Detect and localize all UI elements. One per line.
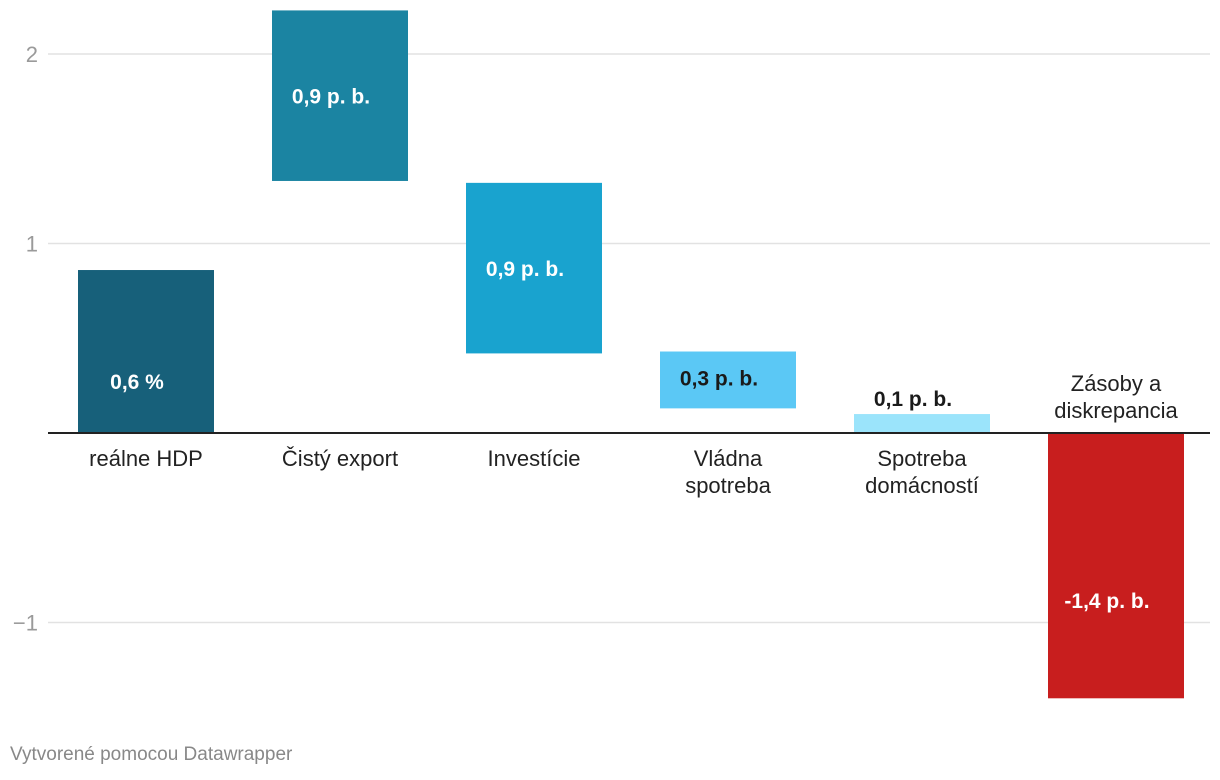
footer-credit: Vytvorené pomocou Datawrapper: [10, 744, 293, 765]
bar: [1048, 433, 1184, 699]
bar: [272, 10, 408, 181]
category-label: Čistý export: [282, 446, 398, 471]
category-label: spotreba: [685, 473, 771, 498]
bar: [854, 414, 990, 433]
data-label: 0,6 %: [110, 371, 164, 394]
data-label: 0,3 p. b.: [680, 368, 758, 391]
y-tick-label: 1: [26, 232, 38, 257]
category-label: Zásoby a: [1071, 371, 1162, 396]
y-tick-label: 2: [26, 42, 38, 67]
category-label: reálne HDP: [89, 446, 203, 471]
bar: [78, 270, 214, 433]
bar: [466, 182, 602, 354]
data-label: 0,9 p. b.: [486, 258, 564, 281]
data-label: -1,4 p. b.: [1064, 590, 1149, 613]
bar: [660, 351, 796, 409]
data-label: 0,9 p. b.: [292, 86, 370, 109]
category-label: diskrepancia: [1054, 398, 1178, 423]
data-label: 0,1 p. b.: [874, 388, 952, 411]
category-label: Investície: [488, 446, 581, 471]
y-tick-label: −1: [13, 611, 38, 636]
category-label: domácností: [865, 473, 979, 498]
category-label: Spotreba: [877, 446, 967, 471]
category-label: Vládna: [694, 446, 763, 471]
